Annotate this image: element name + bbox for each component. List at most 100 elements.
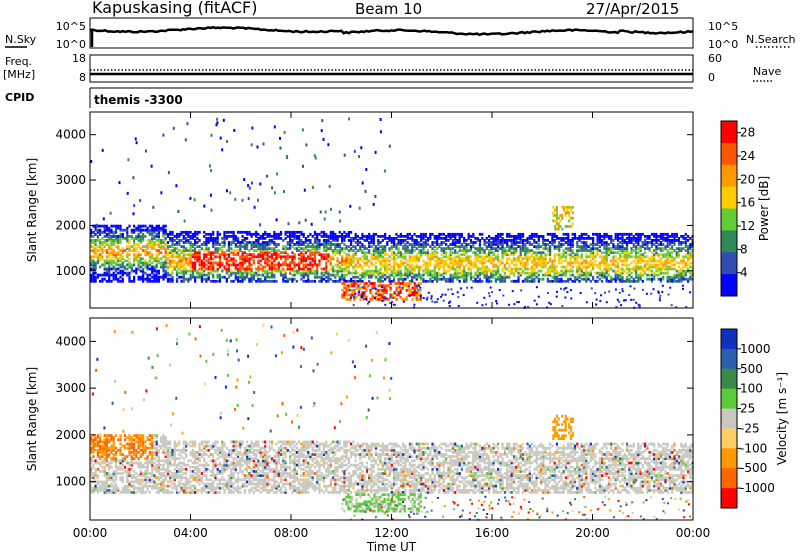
power-cell xyxy=(137,226,140,230)
power-cell xyxy=(526,267,529,271)
power-cell xyxy=(580,269,583,273)
power-cell xyxy=(429,269,432,273)
power-cell xyxy=(395,269,398,273)
power-cell xyxy=(185,261,188,265)
power-cell xyxy=(528,255,531,259)
power-cell xyxy=(632,245,635,248)
power-cell xyxy=(289,247,292,250)
power-cell xyxy=(508,249,511,252)
power-cell xyxy=(661,291,664,294)
velocity-cell xyxy=(103,440,106,444)
power-cell xyxy=(374,232,378,236)
power-cell xyxy=(373,295,376,299)
power-cell xyxy=(295,269,298,273)
power-cell xyxy=(185,249,188,252)
power-cell xyxy=(384,259,387,263)
power-cell xyxy=(381,288,384,292)
power-cell xyxy=(554,214,557,217)
power-cell xyxy=(390,257,393,261)
power-cell xyxy=(454,232,457,236)
velocity-cell xyxy=(90,438,93,442)
power-cell xyxy=(666,277,669,281)
power-cell xyxy=(289,243,292,246)
power-cell xyxy=(592,275,595,279)
power-cell xyxy=(298,269,301,273)
velocity-cell xyxy=(103,467,106,471)
power-cell xyxy=(490,279,493,283)
power-cell xyxy=(135,228,138,232)
power-cell xyxy=(625,279,629,283)
power-cell xyxy=(614,245,617,248)
power-cell xyxy=(616,251,620,255)
power-cell xyxy=(325,247,328,250)
power-cell xyxy=(284,263,287,267)
power-cell xyxy=(243,239,246,242)
velocity-cell xyxy=(112,440,115,444)
power-cell xyxy=(429,232,432,236)
velocity-cell xyxy=(117,448,120,452)
power-cell xyxy=(648,249,651,252)
power-cell xyxy=(449,232,452,236)
power-cell xyxy=(223,251,226,255)
power-cell xyxy=(639,235,642,238)
power-cell xyxy=(426,296,429,299)
power-cell xyxy=(675,275,678,279)
power-cell xyxy=(553,263,556,267)
power-cell xyxy=(169,232,172,236)
power-cell xyxy=(180,255,183,259)
power-cell xyxy=(377,273,380,277)
power-cell xyxy=(363,253,366,257)
power-cell xyxy=(621,259,624,263)
power-cell xyxy=(533,267,536,271)
power-cell xyxy=(467,235,470,238)
power-cell xyxy=(178,271,181,275)
power-cell xyxy=(424,253,427,257)
power-cell xyxy=(298,263,301,267)
power-cell xyxy=(293,235,296,238)
power-cell xyxy=(250,241,253,244)
power-cell xyxy=(463,269,466,273)
power-cell xyxy=(391,300,394,303)
power-cell xyxy=(266,241,269,244)
power-cell xyxy=(142,235,145,238)
power-cell xyxy=(650,277,653,281)
power-cell xyxy=(207,241,210,244)
power-cell xyxy=(512,241,516,244)
power-cell xyxy=(94,241,97,244)
power-cell xyxy=(209,279,212,283)
power-cell xyxy=(221,269,224,273)
power-cell xyxy=(103,226,106,230)
power-cell xyxy=(610,247,613,250)
power-cell xyxy=(619,255,622,259)
power-cell xyxy=(302,265,305,269)
power-cell xyxy=(216,267,219,271)
power-cell xyxy=(537,259,540,263)
power-cell xyxy=(454,261,457,265)
power-cell xyxy=(458,247,461,250)
power-cell xyxy=(311,271,314,275)
power-cell xyxy=(635,245,638,248)
power-cell xyxy=(374,261,378,265)
power-cell xyxy=(440,273,443,277)
power-cell xyxy=(612,269,615,273)
power-cell xyxy=(385,286,388,290)
power-cell xyxy=(250,263,253,267)
power-cell xyxy=(309,257,312,261)
power-cell xyxy=(133,247,136,250)
power-cell xyxy=(347,255,350,259)
power-cell xyxy=(370,275,373,279)
power-cell xyxy=(187,253,190,257)
power-cell xyxy=(194,239,197,242)
velocity-cell xyxy=(110,457,113,461)
power-cell xyxy=(180,271,183,275)
power-cell xyxy=(433,263,436,267)
power-cell xyxy=(494,265,497,269)
power-cell xyxy=(675,232,678,236)
power-cell xyxy=(275,263,278,267)
power-cell xyxy=(474,273,477,277)
power-cell xyxy=(653,249,656,252)
power-cell xyxy=(553,265,556,269)
power-cell xyxy=(664,237,667,240)
power-cell xyxy=(463,241,466,244)
velocity-cell xyxy=(101,459,104,463)
